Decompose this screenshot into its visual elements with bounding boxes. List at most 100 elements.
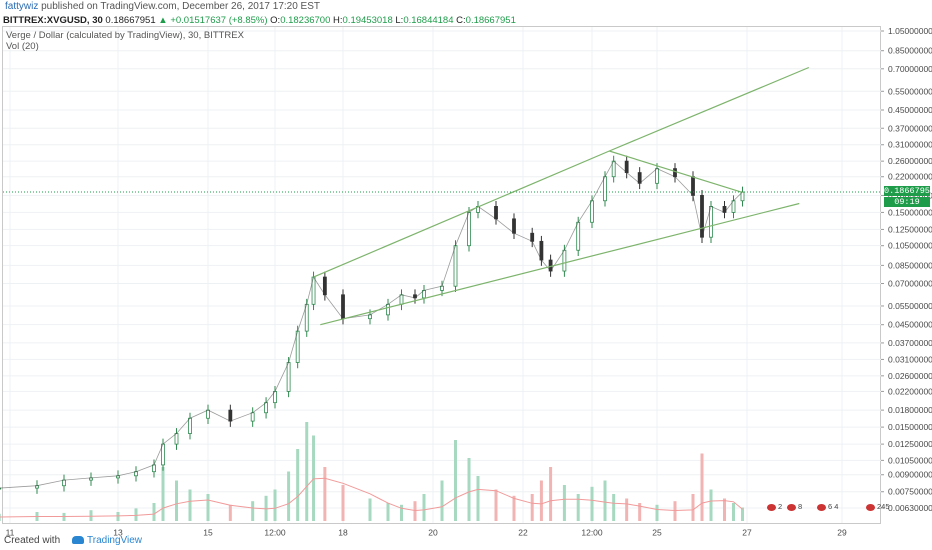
volume-bar (612, 494, 616, 521)
x-tick-label: 20 (428, 528, 438, 538)
volume-bar (400, 504, 403, 521)
footer: Created with TradingView (0, 532, 932, 550)
candle-body (386, 303, 390, 316)
close-label: C: (456, 15, 466, 26)
candle-body (0, 487, 2, 490)
y-tick-label: 1.05000000 (888, 26, 932, 36)
last-price: 0.18667951 (105, 15, 156, 26)
y-tick-label: 0.00900000 (888, 470, 932, 480)
x-tick-label: 22 (518, 528, 528, 538)
volume-bar (625, 498, 629, 521)
y-tick-label: 0.01050000 (888, 455, 932, 465)
volume-bar (655, 504, 659, 521)
tradingview-logo-icon (72, 536, 84, 545)
volume-bar (539, 480, 543, 521)
volume-legend[interactable]: Vol (20) (6, 41, 39, 52)
high-label: H: (333, 15, 343, 26)
volume-bar (741, 507, 744, 521)
flag-icon (787, 503, 796, 511)
x-tick-label: 25 (652, 528, 662, 538)
y-tick-label: 0.01250000 (888, 439, 932, 449)
y-tick-label: 0.31000000 (888, 140, 932, 150)
up-arrow-icon: ▲ (158, 15, 168, 26)
candle-body (637, 172, 642, 184)
candle-body (322, 276, 327, 296)
author-username[interactable]: fattywiz (5, 1, 39, 12)
volume-bar (296, 449, 300, 521)
candle-body (341, 294, 345, 320)
y-tick-label: 0.45000000 (888, 105, 932, 115)
volume-bar (206, 494, 210, 521)
volume-bar (603, 480, 607, 521)
y-tick-label: 0.85000000 (888, 46, 932, 56)
candle-body (655, 168, 659, 184)
y-tick-label: 0.55000000 (888, 86, 932, 96)
y-tick-label: 0.26000000 (888, 156, 932, 166)
candle-body (691, 176, 695, 196)
volume-bar (413, 501, 417, 521)
volume-bar (368, 498, 372, 521)
y-tick-label: 0.04500000 (888, 320, 932, 330)
candle-body (576, 221, 581, 251)
candle-body (673, 168, 677, 178)
flag-icon (767, 503, 776, 511)
volume-bar (228, 504, 232, 521)
candle-body (453, 245, 458, 287)
candle-body (188, 417, 192, 434)
y-tick-label: 0.00630000 (888, 503, 932, 513)
candle-body (174, 433, 179, 445)
close-value: 0.18667951 (465, 15, 516, 26)
event-badge[interactable]: 8 (787, 502, 802, 511)
candle-body (250, 412, 255, 422)
volume-bar (161, 467, 165, 521)
volume-bar (494, 489, 498, 521)
y-tick-label: 0.37000000 (888, 123, 932, 133)
x-tick-label: 12:00 (264, 528, 286, 538)
y-tick-label: 0.70000000 (888, 64, 932, 74)
chart-pane[interactable] (2, 26, 881, 524)
x-tick-label: 15 (203, 528, 213, 538)
candle-body (286, 362, 291, 392)
volume-bar (116, 512, 120, 521)
trendline-3 (609, 150, 743, 193)
y-tick-label: 0.01500000 (888, 422, 932, 432)
high-value: 0.19453018 (342, 15, 393, 26)
volume-bar (512, 495, 516, 521)
trendline-2 (320, 202, 800, 326)
event-badge[interactable]: 2 (767, 502, 782, 511)
candle-body (206, 409, 210, 419)
open-label: O: (270, 15, 281, 26)
volume-bar (273, 489, 277, 521)
volume-ma-line (0, 477, 743, 518)
x-tick-label: 13 (113, 528, 123, 538)
volume-bar (467, 458, 471, 521)
y-tick-label: 0.07000000 (888, 278, 932, 288)
candle-body (512, 218, 516, 234)
symbol-bar: BITTREX:XVGUSD, 30 0.18667951 ▲ +0.01517… (3, 14, 516, 27)
event-badge[interactable]: 6 4 (817, 502, 838, 511)
candle-body (228, 409, 233, 422)
volume-bar (188, 489, 192, 521)
publish-info: published on TradingView.com, December 2… (41, 1, 321, 12)
y-tick-label: 0.22000000 (888, 172, 932, 182)
candle-body (494, 206, 498, 220)
x-tick-label: 29 (837, 528, 847, 538)
y-tick-label: 0.02200000 (888, 386, 932, 396)
volume-bar (422, 494, 426, 521)
main-series-legend[interactable]: Verge / Dollar (calculated by TradingVie… (6, 30, 244, 41)
volume-bar (134, 508, 138, 521)
volume-bar (341, 485, 345, 521)
volume-bar (312, 435, 316, 521)
volume-bar (530, 494, 534, 521)
volume-bar (590, 486, 594, 521)
volume-bar (454, 440, 457, 521)
symbol-name[interactable]: BITTREX:XVGUSD, 30 (3, 15, 103, 26)
tradingview-brand[interactable]: TradingView (72, 532, 142, 550)
volume-bar (440, 480, 444, 521)
low-label: L: (395, 15, 404, 26)
event-badge[interactable]: 245 (866, 502, 890, 511)
volume-bar (287, 471, 291, 521)
volume-bar (576, 494, 580, 521)
volume-bar (732, 503, 735, 521)
